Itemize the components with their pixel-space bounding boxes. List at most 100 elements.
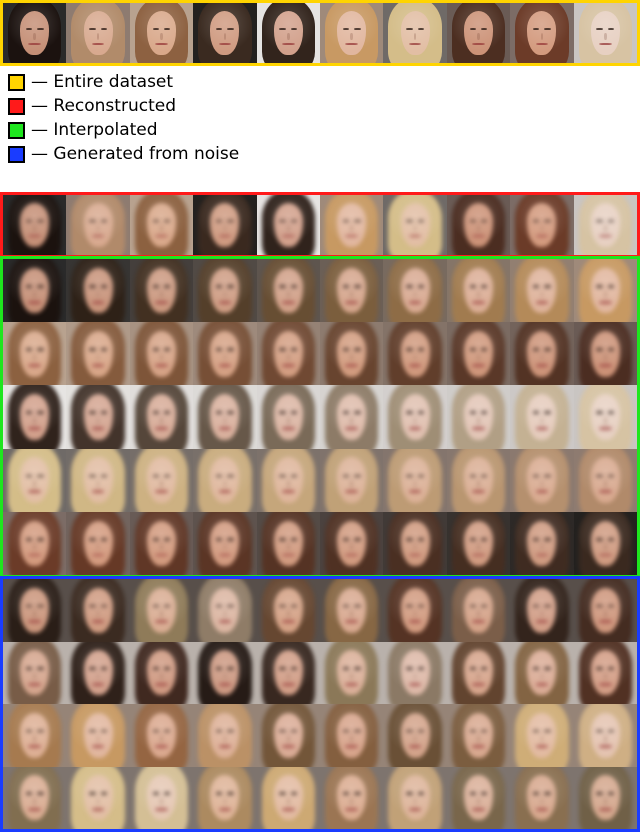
- legend-label: — Interpolated: [31, 120, 158, 140]
- face-thumbnail: [256, 322, 320, 386]
- face-thumbnail: [446, 641, 511, 704]
- face-thumbnail: [193, 579, 257, 642]
- face-thumbnail: [129, 259, 194, 323]
- face-thumbnail: [383, 195, 447, 255]
- face-thumbnail: [193, 766, 257, 829]
- face-thumbnail: [3, 579, 67, 642]
- face-thumbnail: [129, 3, 194, 63]
- face-thumbnail: [3, 641, 67, 704]
- face-thumbnail: [320, 195, 384, 255]
- face-thumbnail: [573, 448, 637, 512]
- face-thumbnail: [383, 579, 447, 642]
- face-thumbnail: [510, 259, 574, 323]
- legend-swatch-green: [8, 121, 25, 139]
- face-thumbnail: [66, 766, 130, 829]
- face-thumbnail: [446, 704, 511, 767]
- face-thumbnail: [129, 195, 194, 255]
- face-thumbnail: [446, 448, 511, 512]
- face-thumbnail: [129, 579, 194, 642]
- face-thumbnail: [510, 448, 574, 512]
- face-thumbnail: [66, 641, 130, 704]
- face-thumbnail: [573, 259, 637, 323]
- reconstructed-grid: [0, 192, 640, 258]
- face-thumbnail: [320, 641, 384, 704]
- legend-label: — Reconstructed: [31, 96, 176, 116]
- face-thumbnail: [510, 704, 574, 767]
- face-thumbnail: [256, 641, 320, 704]
- legend-item-generated-from-noise: — Generated from noise: [8, 142, 408, 166]
- face-thumbnail: [446, 579, 511, 642]
- face-thumbnail: [383, 641, 447, 704]
- face-thumbnail: [256, 579, 320, 642]
- face-thumbnail: [256, 704, 320, 767]
- face-thumbnail: [129, 511, 194, 575]
- legend-swatch-blue: [8, 145, 25, 163]
- face-thumbnail: [573, 385, 637, 449]
- face-thumbnail: [446, 511, 511, 575]
- face-thumbnail: [256, 259, 320, 323]
- face-thumbnail: [573, 3, 637, 63]
- face-thumbnail: [320, 385, 384, 449]
- face-thumbnail: [510, 641, 574, 704]
- face-thumbnail: [3, 322, 67, 386]
- face-thumbnail: [193, 3, 257, 63]
- face-thumbnail: [256, 766, 320, 829]
- face-thumbnail: [510, 766, 574, 829]
- face-thumbnail: [3, 704, 67, 767]
- face-thumbnail: [383, 385, 447, 449]
- face-thumbnail: [129, 322, 194, 386]
- face-thumbnail: [573, 322, 637, 386]
- face-thumbnail: [66, 448, 130, 512]
- face-thumbnail: [193, 322, 257, 386]
- legend-item-interpolated: — Interpolated: [8, 118, 408, 142]
- legend-item-reconstructed: — Reconstructed: [8, 94, 408, 118]
- face-thumbnail: [3, 766, 67, 829]
- face-thumbnail: [66, 579, 130, 642]
- face-thumbnail: [320, 259, 384, 323]
- face-thumbnail: [320, 322, 384, 386]
- face-thumbnail: [446, 385, 511, 449]
- face-thumbnail: [383, 511, 447, 575]
- face-thumbnail: [446, 766, 511, 829]
- face-thumbnail: [446, 322, 511, 386]
- face-thumbnail: [573, 766, 637, 829]
- face-thumbnail: [383, 3, 447, 63]
- face-thumbnail: [3, 385, 67, 449]
- face-thumbnail: [446, 195, 511, 255]
- face-thumbnail: [256, 195, 320, 255]
- face-thumbnail: [66, 385, 130, 449]
- face-thumbnail: [510, 385, 574, 449]
- dataset-grid: [0, 0, 640, 66]
- face-thumbnail: [320, 579, 384, 642]
- face-thumbnail: [3, 511, 67, 575]
- face-thumbnail: [510, 3, 574, 63]
- face-thumbnail: [256, 385, 320, 449]
- legend-label: — Generated from noise: [31, 144, 240, 164]
- face-thumbnail: [129, 448, 194, 512]
- face-thumbnail: [320, 511, 384, 575]
- legend-swatch-red: [8, 97, 25, 115]
- face-thumbnail: [256, 511, 320, 575]
- face-thumbnail: [66, 259, 130, 323]
- legend: — Entire dataset — Reconstructed — Inter…: [8, 70, 408, 166]
- face-thumbnail: [383, 448, 447, 512]
- interpolated-grid: [0, 256, 640, 578]
- face-thumbnail: [256, 3, 320, 63]
- face-thumbnail: [320, 448, 384, 512]
- face-thumbnail: [256, 448, 320, 512]
- face-thumbnail: [193, 385, 257, 449]
- face-thumbnail: [66, 704, 130, 767]
- face-thumbnail: [383, 322, 447, 386]
- face-thumbnail: [383, 766, 447, 829]
- face-thumbnail: [573, 579, 637, 642]
- face-thumbnail: [383, 259, 447, 323]
- legend-swatch-yellow: [8, 73, 25, 91]
- face-thumbnail: [510, 322, 574, 386]
- face-thumbnail: [193, 511, 257, 575]
- face-thumbnail: [320, 3, 384, 63]
- face-thumbnail: [193, 641, 257, 704]
- face-thumbnail: [129, 641, 194, 704]
- legend-item-entire-dataset: — Entire dataset: [8, 70, 408, 94]
- face-thumbnail: [320, 704, 384, 767]
- face-thumbnail: [3, 3, 67, 63]
